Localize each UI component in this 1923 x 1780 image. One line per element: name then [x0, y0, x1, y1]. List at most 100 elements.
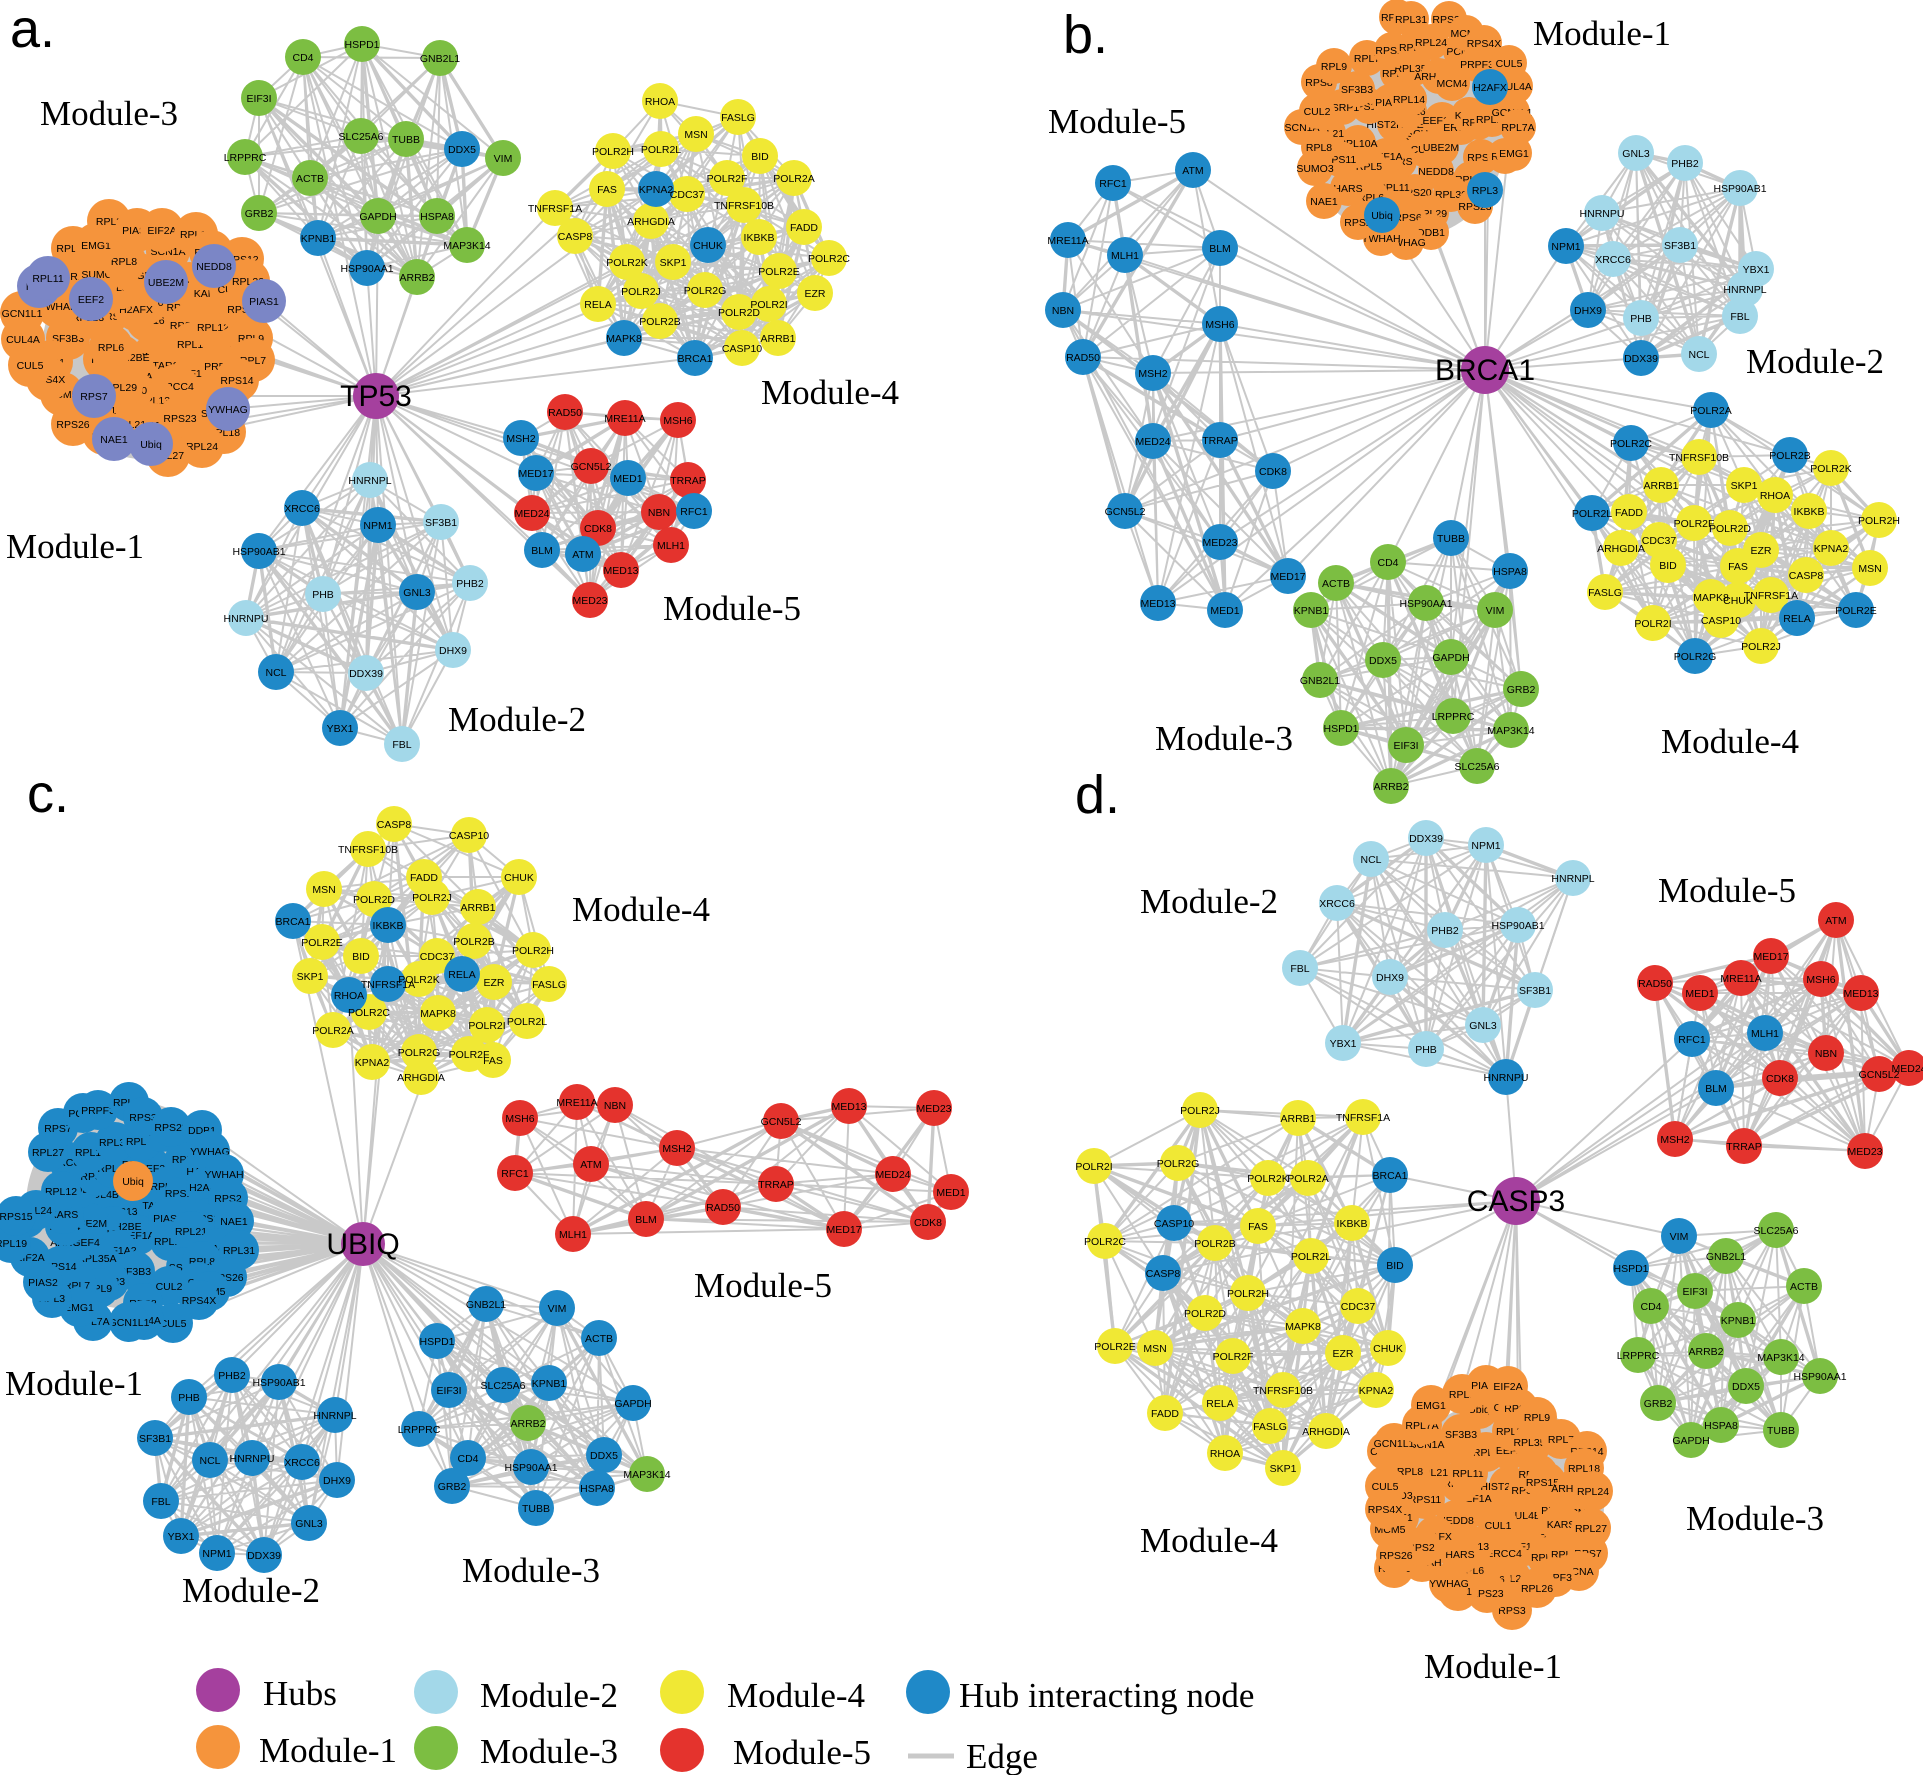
svg-text:EIF3I: EIF3I — [1682, 1286, 1707, 1298]
svg-text:POLR2B: POLR2B — [1769, 450, 1810, 462]
svg-text:TRRAP: TRRAP — [1726, 1141, 1762, 1153]
svg-text:SUMO3: SUMO3 — [1296, 163, 1334, 175]
svg-text:POLR2C: POLR2C — [808, 253, 850, 265]
svg-text:KPNB1: KPNB1 — [1721, 1315, 1756, 1327]
svg-text:MSH2: MSH2 — [662, 1143, 691, 1155]
svg-text:NBN: NBN — [648, 507, 670, 519]
svg-text:SF3B3: SF3B3 — [1341, 84, 1373, 96]
svg-text:Module-1: Module-1 — [1533, 14, 1671, 53]
svg-text:PHB2: PHB2 — [218, 1370, 246, 1382]
svg-text:ACTB: ACTB — [1322, 578, 1350, 590]
svg-text:HNRNPL: HNRNPL — [313, 1410, 356, 1422]
svg-text:RELA: RELA — [448, 969, 475, 981]
svg-text:MSN: MSN — [1858, 563, 1881, 575]
svg-text:TUBB: TUBB — [1437, 533, 1465, 545]
svg-text:TUBB: TUBB — [1767, 1425, 1795, 1437]
svg-text:YWHAG: YWHAG — [1429, 1578, 1469, 1590]
svg-text:RPS23: RPS23 — [154, 1122, 187, 1134]
svg-text:MSH2: MSH2 — [506, 433, 535, 445]
svg-text:FADD: FADD — [790, 222, 818, 234]
svg-text:CASP10: CASP10 — [1701, 615, 1741, 627]
svg-text:YBX1: YBX1 — [1743, 264, 1770, 276]
svg-text:YWHAH: YWHAH — [1361, 233, 1400, 245]
svg-text:HSPA8: HSPA8 — [1493, 566, 1527, 578]
svg-text:HARS: HARS — [1445, 1549, 1474, 1561]
svg-text:MRE11A: MRE11A — [604, 413, 645, 425]
svg-text:MSN: MSN — [312, 884, 335, 896]
svg-text:RPS3: RPS3 — [1498, 1605, 1526, 1617]
svg-text:CDK8: CDK8 — [914, 1217, 942, 1229]
svg-text:MED17: MED17 — [518, 468, 553, 480]
svg-text:CDC37: CDC37 — [1341, 1301, 1376, 1313]
svg-text:FADD: FADD — [410, 872, 438, 884]
svg-text:HSPD1: HSPD1 — [1613, 1263, 1648, 1275]
svg-text:TNFRSF10B: TNFRSF10B — [714, 200, 774, 212]
svg-text:POLR2I: POLR2I — [468, 1020, 505, 1032]
svg-text:POLR2F: POLR2F — [707, 173, 748, 185]
svg-text:DDX39: DDX39 — [349, 668, 383, 680]
svg-text:TRRAP: TRRAP — [758, 1179, 794, 1191]
svg-text:MED17: MED17 — [826, 1224, 861, 1236]
svg-text:RPL11: RPL11 — [32, 273, 63, 285]
svg-text:RPS15: RPS15 — [0, 1211, 33, 1223]
svg-text:GNB2L1: GNB2L1 — [1706, 1251, 1746, 1263]
svg-text:NCL: NCL — [1688, 349, 1709, 361]
svg-text:POLR2K: POLR2K — [1810, 463, 1851, 475]
svg-text:CASP10: CASP10 — [449, 830, 489, 842]
svg-text:POLR2C: POLR2C — [348, 1007, 390, 1019]
svg-text:YWHAG: YWHAG — [208, 404, 248, 416]
svg-text:POLR2I: POLR2I — [1075, 1161, 1112, 1173]
svg-text:PHB: PHB — [1630, 313, 1652, 325]
svg-text:Module-1: Module-1 — [1424, 1647, 1562, 1686]
svg-text:HSPA8: HSPA8 — [420, 211, 454, 223]
svg-text:CUL2: CUL2 — [156, 1281, 183, 1293]
svg-text:POLR2D: POLR2D — [1709, 523, 1751, 535]
svg-text:GNB2L1: GNB2L1 — [466, 1299, 506, 1311]
svg-text:RPL24: RPL24 — [1415, 37, 1447, 49]
svg-text:SLC25A6: SLC25A6 — [339, 131, 384, 143]
svg-text:TUBB: TUBB — [522, 1503, 550, 1515]
svg-text:GNB2L1: GNB2L1 — [420, 53, 460, 65]
svg-text:POLR2G: POLR2G — [398, 1047, 441, 1059]
svg-text:H2AFX: H2AFX — [1473, 82, 1507, 94]
svg-text:KPNA2: KPNA2 — [639, 184, 674, 196]
svg-text:ARRB1: ARRB1 — [1280, 1113, 1315, 1125]
svg-text:RPL27: RPL27 — [1575, 1523, 1607, 1535]
svg-text:HARS: HARS — [1333, 183, 1362, 195]
svg-text:KARS: KARS — [50, 1209, 79, 1221]
svg-text:FAS: FAS — [483, 1055, 503, 1067]
svg-text:MED24: MED24 — [514, 508, 549, 520]
svg-text:RELA: RELA — [584, 299, 611, 311]
svg-text:TP53: TP53 — [340, 380, 412, 413]
svg-text:PHB2: PHB2 — [456, 578, 484, 590]
svg-text:FADD: FADD — [1151, 1408, 1179, 1420]
svg-text:EMG1: EMG1 — [1499, 148, 1529, 160]
svg-text:MAP3K14: MAP3K14 — [623, 1469, 670, 1481]
svg-text:CHUK: CHUK — [1723, 595, 1753, 607]
svg-text:PHB: PHB — [312, 589, 334, 601]
svg-text:RPL26: RPL26 — [1521, 1583, 1553, 1595]
svg-text:EZR: EZR — [805, 288, 826, 300]
svg-text:CDK8: CDK8 — [1766, 1073, 1794, 1085]
svg-text:VIM: VIM — [1670, 1231, 1689, 1243]
svg-text:FBL: FBL — [1290, 963, 1309, 975]
svg-text:HSP90AB1: HSP90AB1 — [252, 1377, 305, 1389]
svg-text:ARHGDIA: ARHGDIA — [1597, 543, 1645, 555]
svg-text:EIF3I: EIF3I — [436, 1385, 461, 1397]
svg-text:MED13: MED13 — [1843, 988, 1878, 1000]
svg-text:BLM: BLM — [531, 545, 553, 557]
svg-text:KARS: KARS — [1547, 1519, 1576, 1531]
svg-text:EZR: EZR — [1333, 1348, 1354, 1360]
svg-text:GNL3: GNL3 — [1622, 148, 1650, 160]
svg-text:Module-4: Module-4 — [1661, 722, 1799, 761]
svg-text:BRCA1: BRCA1 — [275, 916, 310, 928]
svg-text:Module-4: Module-4 — [572, 890, 710, 929]
svg-text:HSPD1: HSPD1 — [419, 1336, 454, 1348]
svg-text:POLR2C: POLR2C — [1084, 1236, 1126, 1248]
svg-text:Ubiq: Ubiq — [140, 439, 162, 451]
svg-text:EMG1: EMG1 — [81, 240, 111, 252]
svg-text:DDX39: DDX39 — [247, 1550, 281, 1562]
svg-text:MRE11A: MRE11A — [1047, 235, 1088, 247]
svg-text:FAS: FAS — [597, 184, 617, 196]
svg-text:POLR2K: POLR2K — [606, 257, 647, 269]
